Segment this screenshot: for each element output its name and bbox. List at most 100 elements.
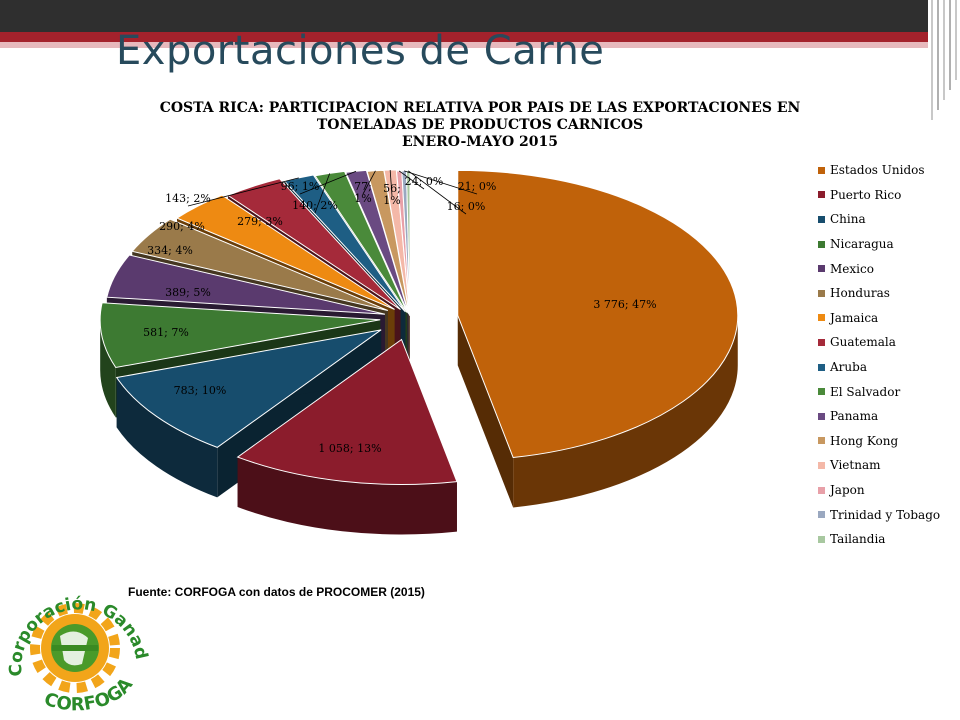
leader-line-panama [299,170,357,195]
legend-swatch [818,240,825,248]
legend-label: Jamaica [830,310,879,325]
legend-item-nicaragua: Nicaragua [818,232,940,257]
legend-swatch [818,191,825,199]
legend-label: Guatemala [830,335,896,350]
slice-side-estados-unidos [457,315,738,508]
logo-bottom-text: CORFOGA [41,674,137,715]
data-label-nicaragua: 581; 7% [143,326,189,339]
legend-label: Panama [830,409,879,424]
legend-swatch [818,461,825,469]
legend-label: Trinidad y Tobago [830,507,941,522]
data-label-hong-kong: 77; 1% [354,180,372,205]
data-label-trinidad-y-tobago: 21; 0% [458,180,497,193]
legend-swatch [818,437,825,445]
legend-item-guatemala: Guatemala [818,330,940,355]
legend-swatch [818,486,825,494]
leader-line-aruba [187,177,299,207]
pie-label-layer: 3 776; 47% 1 058; 13% 783; 10% 581; 7% 389; … [143,170,657,455]
gear-icon [30,603,120,693]
data-label-tailandia: 16; 0% [447,200,486,213]
legend-swatch [818,265,825,273]
data-label-aruba: 143; 2% [165,192,211,205]
leader-line-hong-kong [362,170,376,195]
leader-line-japon [398,170,425,190]
data-label-el-salvador: 140; 2% [292,199,338,212]
legend-label: Japon [830,483,865,498]
slice-el-salvador [314,170,408,313]
legend-item-jamaica: Jamaica [818,306,940,331]
legend-item-el-salvador: El Salvador [818,379,940,404]
slice-mexico [106,254,386,315]
legend-label: Estados Unidos [830,163,925,178]
legend-swatch [818,363,825,371]
slice-nicaragua [99,302,381,369]
top-pink-bar [0,42,960,48]
chart-title-line-2: TONELADAS DE PRODUCTOS CARNICOS [316,117,644,133]
data-label-guatemala: 279; 3% [237,215,283,228]
data-label-estados-unidos: 3 776; 47% [593,298,656,311]
legend-swatch [818,215,825,223]
corner-rails-decoration [928,0,960,120]
top-red-bar [0,32,960,42]
data-label-jamaica: 290; 4% [159,220,205,233]
legend-item-aruba: Aruba [818,355,940,380]
legend-item-china: China [818,207,940,232]
data-label-puerto-rico: 1 058; 13% [318,442,381,455]
legend-item-mexico: Mexico [818,256,940,281]
legend-label: Hong Kong [830,433,899,448]
legend-label: Aruba [830,360,867,375]
legend-label: Vietnam [830,458,881,473]
legend-item-trinidad-y-tobago: Trinidad y Tobago [818,502,940,527]
chart-title-line-3: ENERO-MAYO 2015 [402,134,558,150]
slice-jamaica [175,194,395,310]
legend-swatch [818,388,825,396]
slice-honduras [131,218,389,312]
corfoga-logo: Corporación Ganadera CORFOGA [0,576,150,715]
legend-item-honduras: Honduras [818,281,940,306]
legend-item-puerto-rico: Puerto Rico [818,183,940,208]
legend-item-tailandia: Tailandia [818,527,940,552]
slice-guatemala [226,178,401,311]
legend-swatch [818,535,825,543]
data-label-japon: 24; 0% [405,175,444,188]
slice-china [115,329,382,448]
slice-puerto-rico [236,338,458,486]
legend-item-vietnam: Vietnam [818,453,940,478]
data-label-mexico: 389; 5% [165,286,211,299]
top-dark-bar [0,0,960,32]
slide-title: Exportaciones de Carne [116,28,605,74]
legend-item-estados-unidos: Estados Unidos [818,158,940,183]
legend-label: El Salvador [830,384,901,399]
legend-swatch [818,511,825,519]
pie-top-layer [99,169,739,486]
legend-swatch [818,338,825,346]
leader-line-tailandia [407,170,467,215]
legend-swatch [818,166,825,174]
svg-text:CORFOGA: CORFOGA [41,674,137,715]
legend-label: Honduras [830,286,890,301]
legend-label: Mexico [830,261,874,276]
chart-legend: Estados Unidos Puerto Rico China Nicaragua M… [818,158,940,552]
chart-title-line-1: COSTA RICA: PARTICIPACION RELATIVA POR P… [159,100,801,116]
legend-label: Nicaragua [830,237,894,252]
leader-line-el-salvador [314,173,331,214]
data-label-vietnam: 56; 1% [383,182,401,207]
legend-swatch [818,412,825,420]
data-label-honduras: 334; 4% [147,244,193,257]
legend-swatch [818,314,825,322]
leader-line-vietnam [389,170,393,197]
source-note: Fuente: CORFOGA con datos de PROCOMER (2… [128,585,425,599]
slice-estados-unidos [457,169,739,459]
leader-line-trinidad-y-tobago [404,170,478,195]
legend-label: China [830,212,866,227]
legend-item-japon: Japon [818,478,940,503]
legend-item-panama: Panama [818,404,940,429]
data-label-china: 783; 10% [174,384,227,397]
legend-item-hong-kong: Hong Kong [818,429,940,454]
legend-label: Puerto Rico [830,187,902,202]
data-label-panama: 96; 1% [281,180,320,193]
slice-tailandia [405,170,411,316]
legend-label: Tailandia [830,532,886,547]
legend-swatch [818,289,825,297]
